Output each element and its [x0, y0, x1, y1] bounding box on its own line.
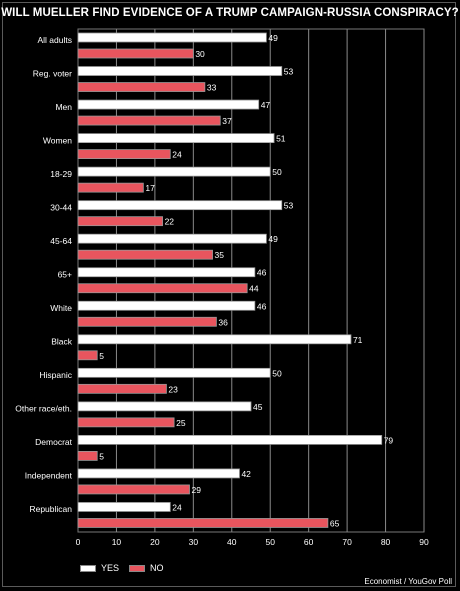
x-tick-label: 60: [304, 537, 314, 547]
plot-area: [77, 28, 425, 533]
data-label-yes: 47: [261, 100, 271, 110]
category-label: Other race/eth.: [15, 404, 72, 414]
legend-swatch-no: [129, 564, 146, 572]
bar-no: [77, 350, 98, 361]
category-label: 30-44: [50, 202, 72, 212]
category-label: 65+: [58, 270, 72, 280]
data-label-no: 37: [222, 116, 232, 126]
bar-yes: [77, 133, 275, 144]
bar-yes: [77, 334, 352, 345]
bar-no: [77, 518, 329, 528]
x-tick-label: 50: [265, 537, 275, 547]
data-label-yes: 24: [172, 502, 182, 512]
data-label-yes: 46: [257, 301, 267, 311]
data-label-no: 25: [176, 418, 186, 428]
bar-no: [77, 283, 248, 294]
data-label-yes: 79: [384, 435, 394, 445]
category-label: Independent: [25, 471, 73, 481]
bar-yes: [77, 434, 383, 445]
bar-yes: [77, 367, 271, 378]
x-tick-label: 70: [342, 537, 352, 547]
category-label: Reg. voter: [33, 68, 72, 78]
data-label-yes: 45: [253, 402, 263, 412]
bar-yes: [77, 32, 267, 43]
bar-yes: [77, 300, 256, 311]
x-tick-label: 30: [189, 537, 199, 547]
bar-no: [77, 115, 221, 126]
data-label-no: 35: [215, 250, 225, 260]
bar-no: [77, 417, 175, 428]
bar-yes: [77, 401, 252, 412]
legend-label-no: NO: [150, 563, 164, 573]
bar-no: [77, 249, 213, 260]
data-label-no: 5: [99, 351, 104, 361]
category-label: 18-29: [50, 169, 72, 179]
category-label: 45-64: [50, 236, 72, 246]
category-label: Men: [55, 102, 72, 112]
category-label: Black: [51, 337, 73, 347]
bar-no: [77, 216, 163, 227]
data-label-no: 23: [168, 384, 178, 394]
category-label: All adults: [38, 35, 73, 45]
data-label-no: 30: [195, 49, 205, 59]
legend-label-yes: YES: [101, 563, 120, 573]
bar-yes: [77, 66, 283, 76]
legend-swatch-yes: [80, 564, 96, 572]
bar-yes: [77, 233, 267, 244]
source-credit: Economist / YouGov Poll: [364, 577, 452, 586]
data-label-no: 17: [145, 183, 155, 193]
bar-yes: [77, 468, 240, 479]
x-tick-label: 0: [76, 537, 81, 547]
data-label-no: 36: [218, 317, 228, 327]
x-tick-label: 90: [419, 537, 429, 547]
bar-no: [77, 383, 167, 394]
data-label-yes: 50: [272, 368, 282, 378]
data-label-yes: 49: [268, 234, 278, 244]
chart-frame: [2, 2, 456, 587]
bar-no: [77, 182, 144, 193]
data-label-yes: 51: [276, 134, 286, 144]
data-label-yes: 42: [241, 469, 251, 479]
bar-no: [77, 316, 217, 327]
legend-item-no: NO: [129, 563, 164, 573]
category-label: White: [50, 303, 72, 313]
data-label-no: 33: [207, 83, 217, 93]
category-label: Democrat: [35, 437, 72, 447]
data-label-no: 24: [172, 150, 182, 160]
data-label-yes: 50: [272, 167, 282, 177]
data-label-yes: 46: [257, 268, 267, 278]
bar-no: [77, 48, 194, 59]
bar-no: [77, 484, 190, 495]
x-tick-label: 20: [150, 537, 160, 547]
data-label-no: 44: [249, 284, 259, 294]
legend: YES NO: [80, 563, 164, 573]
data-label-yes: 53: [284, 67, 294, 77]
data-label-no: 65: [330, 518, 340, 528]
x-tick-label: 40: [227, 537, 237, 547]
x-tick-label: 10: [112, 537, 122, 547]
data-label-yes: 49: [268, 33, 278, 43]
bar-yes: [77, 267, 256, 278]
data-label-no: 29: [191, 485, 201, 495]
category-label: Women: [43, 135, 72, 145]
legend-item-yes: YES: [80, 563, 119, 573]
data-label-yes: 53: [284, 201, 294, 211]
bar-no: [77, 149, 171, 160]
data-label-no: 22: [165, 217, 175, 227]
bar-no: [77, 450, 98, 461]
bar-no: [77, 82, 206, 92]
bar-yes: [77, 166, 271, 177]
data-label-no: 5: [99, 451, 104, 461]
bar-yes: [77, 99, 260, 110]
bar-yes: [77, 502, 171, 512]
chart-title: WILL MUELLER FIND EVIDENCE OF A TRUMP CA…: [1, 7, 459, 19]
bar-yes: [77, 200, 283, 211]
category-label: Hispanic: [39, 370, 72, 380]
data-label-yes: 71: [353, 335, 363, 345]
category-label: Republican: [29, 504, 72, 514]
x-tick-label: 80: [381, 537, 391, 547]
